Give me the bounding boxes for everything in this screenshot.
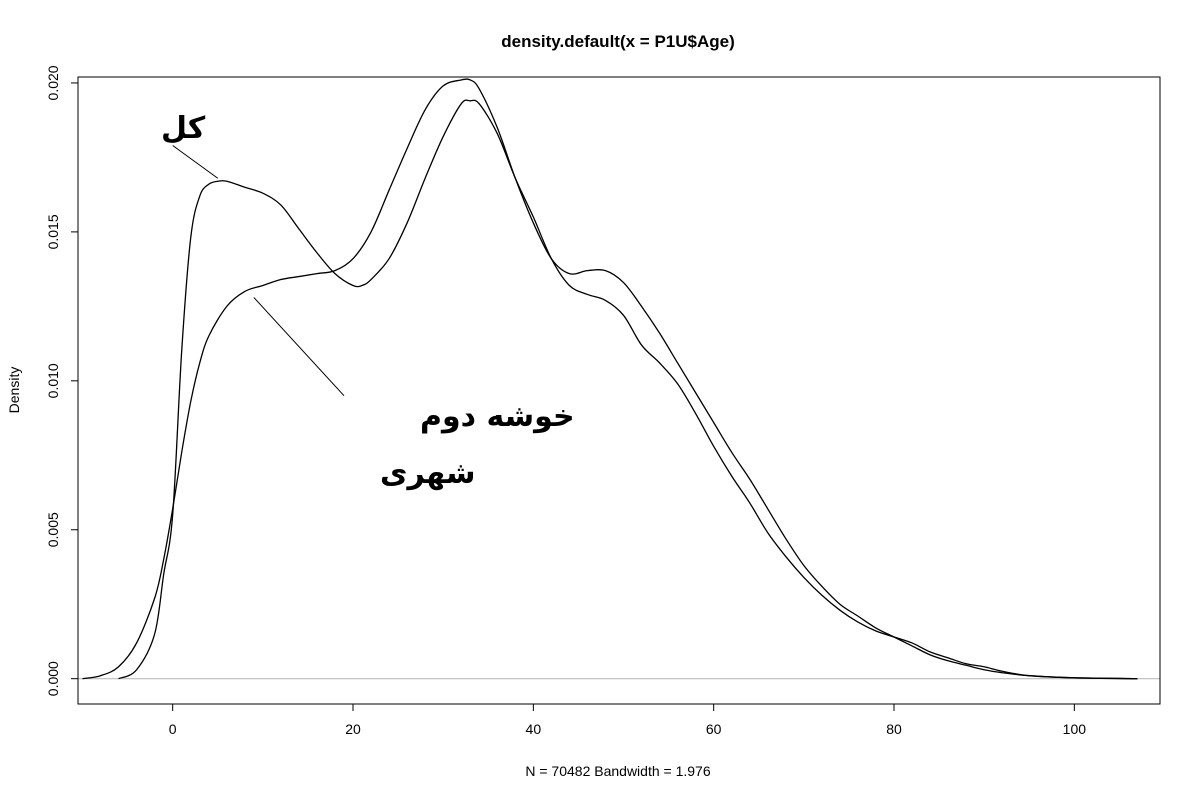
y-axis-label: Density: [6, 367, 22, 414]
x-tick-label: 80: [886, 721, 902, 737]
annotation-cluster-two: خوشه دوم: [420, 399, 575, 434]
y-tick-label: 0.010: [45, 363, 61, 398]
y-tick-label: 0.020: [45, 65, 61, 100]
annotation-total: کل: [161, 111, 206, 146]
x-tick-label: 0: [169, 721, 177, 737]
density-curves: [82, 78, 1138, 680]
density-curve-1: [118, 99, 1138, 680]
annotation-leader-lines: [172, 145, 345, 397]
x-tick-label: 20: [345, 721, 361, 737]
y-tick-label: 0.015: [45, 214, 61, 249]
y-tick-label: 0.005: [45, 512, 61, 547]
y-axis: 0.000 0.005 0.010 0.015 0.020: [45, 65, 79, 696]
plot-frame: [77, 76, 1161, 705]
x-axis-label: N = 70482 Bandwidth = 1.976: [525, 763, 710, 779]
x-tick-label: 100: [1063, 721, 1087, 737]
annotation-leader-1: [172, 145, 219, 179]
chart-title: density.default(x = P1U$Age): [501, 32, 735, 51]
x-tick-label: 40: [526, 721, 542, 737]
density-curve-2: [82, 78, 1138, 680]
x-axis: 0 20 40 60 80 100: [169, 703, 1087, 737]
annotation-leader-2: [253, 297, 345, 397]
y-tick-label: 0.000: [45, 661, 61, 696]
annotation-urban: شهری: [380, 456, 475, 491]
x-tick-label: 60: [706, 721, 722, 737]
